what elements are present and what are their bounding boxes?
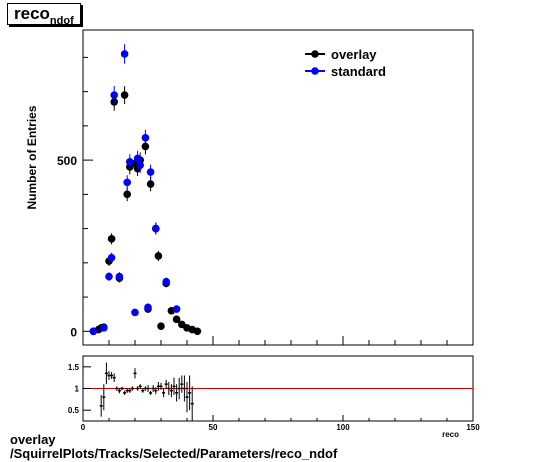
standard-point (136, 161, 144, 170)
ratio-x-tick-label: 0 (81, 423, 86, 432)
overlay-point (107, 235, 116, 243)
overlay-point (120, 91, 129, 99)
ratio-x-tick-label: 100 (336, 423, 350, 432)
ratio-x-tick-label: 150 (466, 423, 480, 432)
standard-point (123, 178, 131, 187)
overlay-point (141, 142, 150, 151)
standard-point (115, 272, 124, 281)
ratio-x-axis-label: reco (442, 430, 459, 439)
standard-point (100, 324, 108, 332)
overlay-point (157, 322, 165, 330)
standard-point (131, 308, 139, 317)
overlay-point (123, 190, 131, 199)
overlay-point (154, 252, 163, 260)
standard-point (126, 158, 134, 166)
title-main: reco (14, 4, 50, 23)
overlay-legend-marker (311, 50, 319, 58)
standard-legend-label: standard (331, 64, 386, 79)
main-y-axis-label: Number of Entries (25, 105, 39, 209)
standard-point (133, 154, 142, 163)
histogram-title: recondof (7, 3, 81, 27)
standard-point (141, 134, 150, 142)
main-frame (82, 29, 474, 346)
standard-point (172, 305, 181, 313)
footer-line-1: overlay (10, 432, 56, 447)
ratio-y-tick-label: 1.5 (68, 363, 80, 372)
ratio-y-tick-label: 1 (75, 385, 80, 394)
standard-point (144, 303, 152, 312)
overlay-legend-label: overlay (331, 47, 377, 62)
footer-line-2: /SquirrelPlots/Tracks/Selected/Parameter… (10, 446, 338, 461)
overlay-point (146, 180, 155, 188)
main-y-tick-label: 0 (70, 325, 77, 339)
ratio-y-tick-label: 0.5 (68, 406, 80, 415)
standard-point (146, 168, 155, 176)
standard-legend-marker (311, 67, 319, 75)
overlay-point (172, 315, 181, 324)
main-y-tick-label: 500 (57, 154, 77, 168)
standard-point (89, 327, 98, 336)
standard-point (162, 277, 170, 286)
overlay-point (193, 327, 202, 336)
ratio-x-tick-label: 50 (209, 423, 218, 432)
standard-point (105, 272, 113, 281)
standard-point (120, 50, 129, 58)
title-sub: ndof (49, 15, 74, 27)
standard-point (107, 253, 116, 262)
standard-point (110, 91, 118, 99)
standard-point (152, 224, 160, 233)
